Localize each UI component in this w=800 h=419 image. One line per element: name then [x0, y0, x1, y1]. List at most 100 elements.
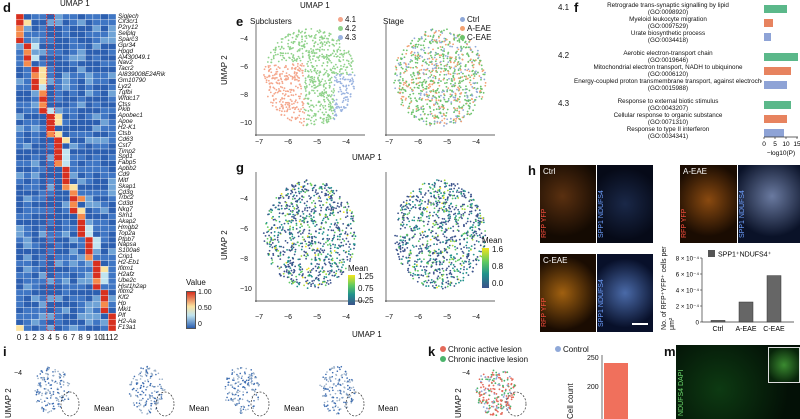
heatmap-cell [69, 324, 78, 331]
umap-i-point [238, 398, 241, 400]
umap-point [451, 244, 454, 247]
umap-i-point [40, 398, 42, 401]
umap-point [304, 207, 307, 210]
umap-point [449, 263, 452, 266]
umap-point [308, 215, 311, 218]
legend-stage: Ctrl A-EAE C-EAE [460, 15, 491, 42]
umap-point [449, 207, 452, 210]
umap-point [473, 243, 476, 246]
umap-point [468, 70, 471, 73]
umap-point [327, 54, 330, 57]
umap-i-point [132, 387, 135, 390]
umap-point [345, 84, 348, 87]
umap-point [465, 99, 468, 102]
umap-point [279, 202, 281, 204]
umap-point [347, 205, 350, 208]
umap-i-point [53, 407, 56, 410]
umap-point [436, 179, 438, 181]
heatmap-cell [85, 260, 94, 267]
legend-swatch [460, 17, 465, 22]
umap-point [339, 86, 341, 89]
umap-point [415, 226, 418, 229]
heatmap-cell [54, 66, 63, 73]
umap-point [322, 251, 325, 254]
umap-point [308, 105, 311, 108]
umap-point [398, 255, 400, 258]
umap-point [432, 109, 435, 111]
umap-point [310, 70, 313, 73]
umap-point [444, 100, 447, 103]
umap-point [346, 73, 349, 76]
umap-point [468, 263, 470, 266]
heatmap-top-title: UMAP 1 [60, 0, 90, 8]
umap-i-point [57, 398, 59, 401]
umap-point [413, 114, 416, 117]
umap-i-point [48, 367, 50, 369]
umap-point [324, 221, 327, 224]
umap-point [295, 58, 298, 61]
umap-point [318, 84, 321, 87]
heatmap-cell [108, 248, 116, 255]
umap-point [329, 33, 332, 36]
umap-point [422, 105, 425, 108]
bar-h-y-tick-label: 4 × 10⁻⁴ [676, 288, 700, 295]
umap-point [306, 209, 309, 212]
umap-point [332, 65, 335, 68]
umap-point [317, 56, 320, 59]
heatmap-cell [54, 260, 63, 267]
heatmap-column-label: 9 [86, 333, 91, 342]
heatmap-cell [62, 266, 70, 273]
heatmap-cell [77, 324, 86, 331]
umap-point [470, 74, 473, 77]
umap-point [449, 67, 452, 70]
gene-label: Nav2 [118, 59, 133, 67]
umap-point [290, 278, 293, 281]
heatmap-cell [23, 166, 32, 173]
umap-point [331, 259, 334, 262]
heatmap-cell [16, 178, 24, 185]
umap-point [438, 84, 441, 87]
umap-point [443, 29, 445, 32]
heatmap-cell [100, 43, 109, 50]
umap-i-point [137, 391, 139, 394]
umap-point [309, 55, 311, 58]
umap-point [330, 252, 333, 254]
umap-point [482, 73, 485, 76]
umap-point [478, 224, 480, 227]
umap-point [333, 214, 335, 217]
go-term-name: Mitochondrial electron transport, NADH t… [593, 64, 743, 71]
umap-point [414, 229, 416, 232]
umap-point [305, 179, 308, 182]
umap-point [394, 87, 397, 90]
umap-point [304, 245, 307, 248]
umap-point [422, 110, 425, 113]
umap-point [294, 59, 296, 62]
umap-point [468, 213, 471, 216]
umap-point [438, 79, 440, 82]
umap-point [455, 99, 457, 102]
heatmap-cell [46, 107, 55, 114]
heatmap-cell [23, 60, 32, 67]
umap-point [430, 39, 433, 42]
umap-point [443, 94, 446, 97]
umap-point [450, 282, 453, 284]
umap-point [421, 37, 423, 40]
umap-point [328, 192, 331, 195]
umap-point [330, 76, 333, 79]
umap-i-point [57, 370, 59, 373]
umap-point [337, 90, 340, 93]
umap-point [309, 35, 311, 38]
umap-point [460, 214, 463, 216]
umap-point [291, 274, 293, 277]
umap-point [447, 227, 450, 230]
umap-point [281, 92, 284, 95]
umap-point [281, 72, 283, 75]
umap-point [319, 117, 322, 120]
umap-point [308, 57, 311, 60]
umap-point [425, 85, 428, 88]
umap-point [310, 34, 313, 37]
heatmap-cell [77, 289, 86, 296]
umap-point [274, 53, 277, 56]
umap-point [435, 258, 438, 260]
heatmap-cell [62, 96, 70, 103]
